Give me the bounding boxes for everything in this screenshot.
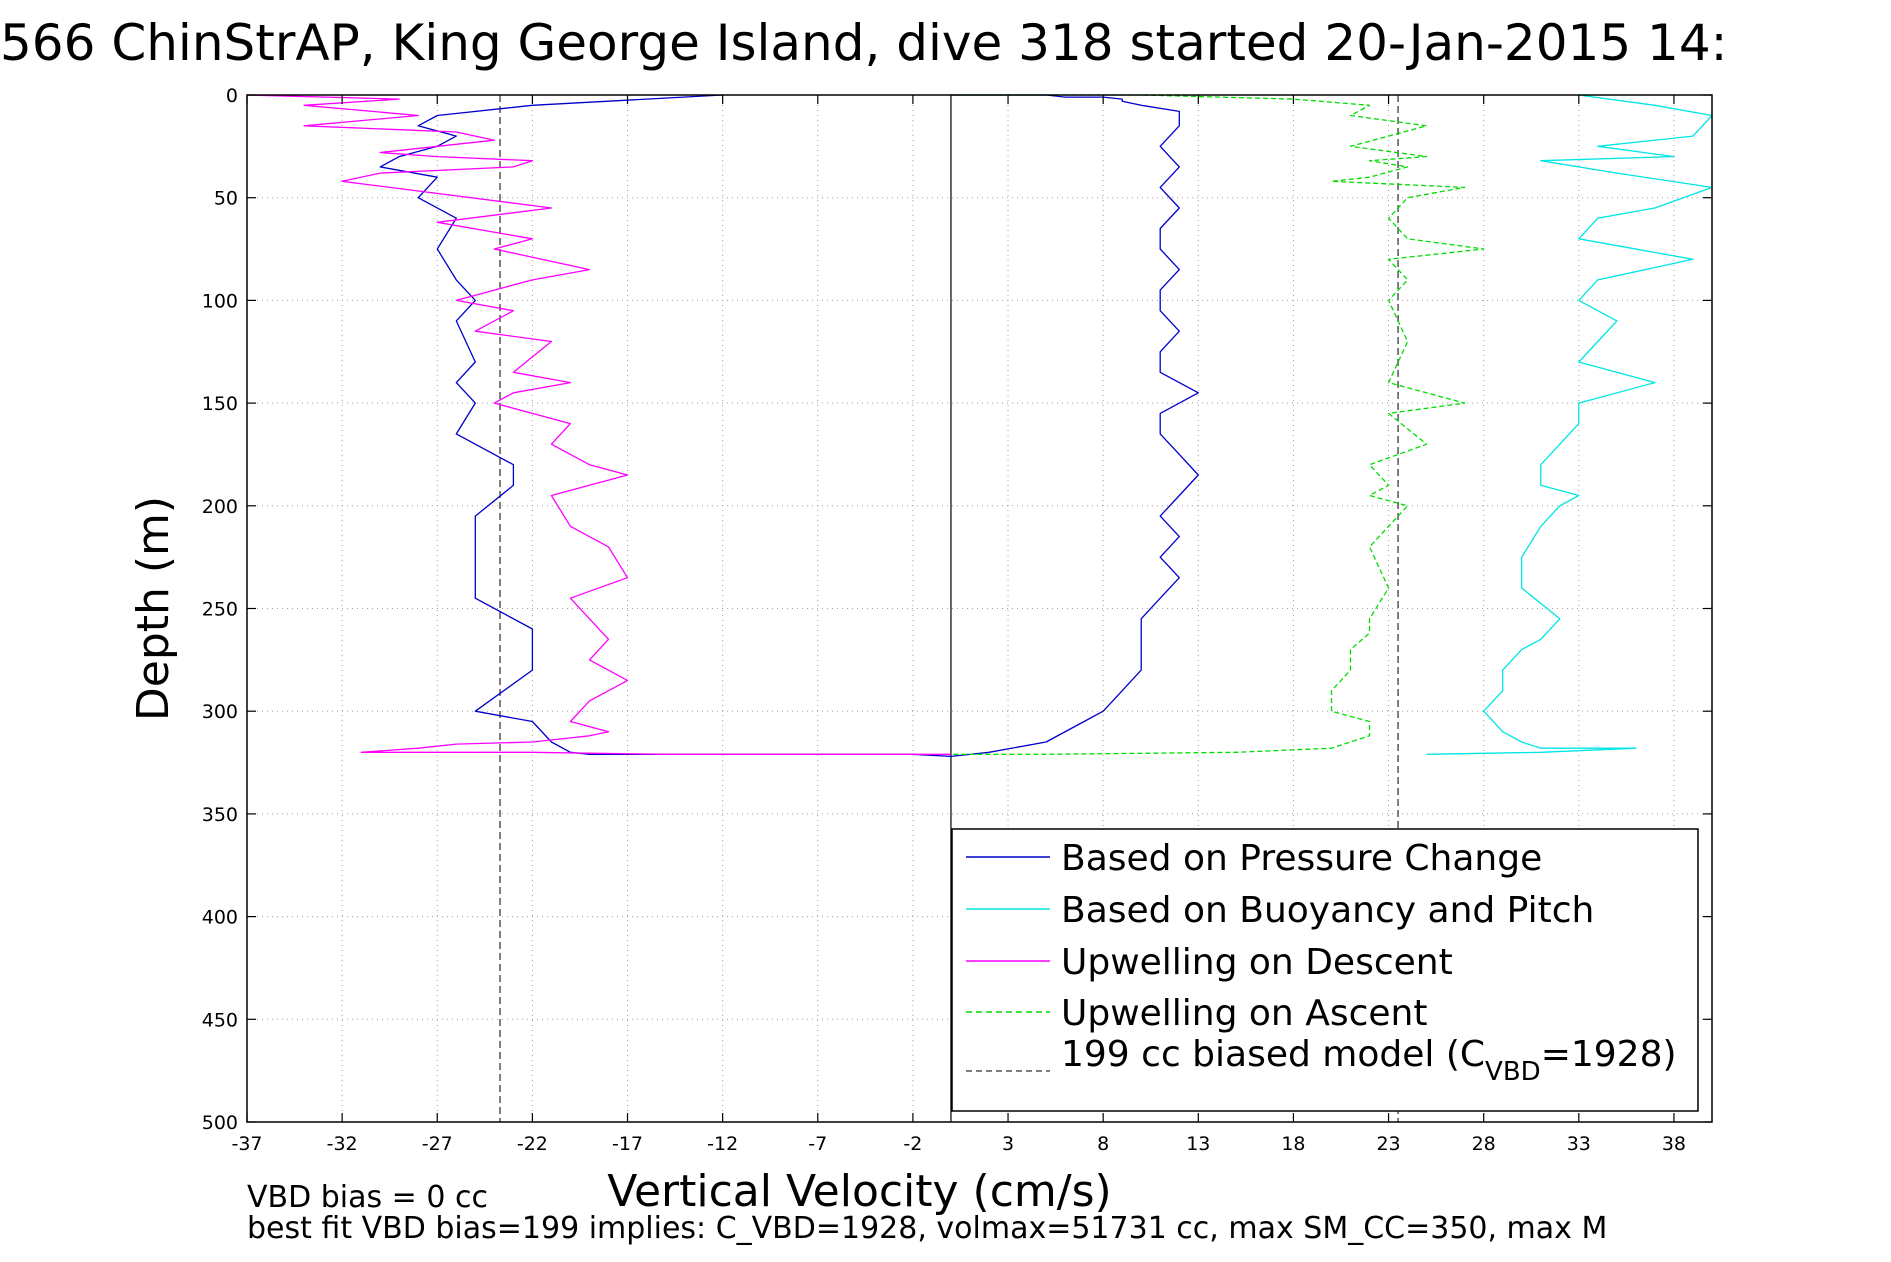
annotation-best-fit: best fit VBD bias=199 implies: C_VBD=192… — [247, 1211, 1607, 1246]
x-tick-label: -37 — [231, 1133, 262, 1155]
legend-label-ascent: Upwelling on Ascent — [1061, 993, 1427, 1034]
chart-title: 566 ChinStrAP, King George Island, dive … — [0, 14, 1728, 72]
annotation-vbd-bias: VBD bias = 0 cc — [247, 1180, 488, 1215]
y-tick-label: 150 — [202, 393, 238, 415]
axis-ticks: -37 -32 -27 -22 -17 -12 -7 -2 3 8 13 18 23 28 33 380501… — [202, 85, 1712, 1155]
legend-label-model-tail: =1928) — [1541, 1034, 1677, 1075]
legend-label-model-sub: VBD — [1485, 1057, 1541, 1087]
x-tick-label: -22 — [517, 1133, 548, 1155]
y-tick-label: 300 — [202, 701, 238, 723]
y-axis-label: Depth (m) — [128, 496, 179, 721]
series-upwelling-ascent — [951, 94, 1485, 755]
y-tick-label: 0 — [226, 85, 238, 107]
y-tick-label: 100 — [202, 290, 238, 312]
x-tick-label: 13 — [1186, 1133, 1210, 1155]
x-tick-label: 23 — [1376, 1133, 1400, 1155]
x-tick-label: 3 — [1002, 1133, 1014, 1155]
x-tick-label: -17 — [612, 1133, 643, 1155]
series-upwelling-descent — [246, 94, 951, 755]
legend-label-model-main: 199 cc biased model (C — [1061, 1034, 1485, 1075]
series-layer — [246, 94, 1713, 1122]
x-tick-label: -7 — [808, 1133, 827, 1155]
x-tick-label: -32 — [327, 1133, 358, 1155]
x-tick-label: 28 — [1472, 1133, 1496, 1155]
x-tick-label: -12 — [707, 1133, 738, 1155]
legend: Based on Pressure Change Based on Buoyan… — [951, 828, 1699, 1112]
y-tick-label: 200 — [202, 496, 238, 518]
x-tick-label: 18 — [1281, 1133, 1305, 1155]
y-tick-label: 350 — [202, 804, 238, 826]
x-tick-label: 38 — [1662, 1133, 1686, 1155]
legend-box — [951, 828, 1699, 1112]
series-pressure-change — [379, 94, 1199, 758]
series-buoyancy-pitch — [1426, 94, 1713, 755]
x-tick-label: 8 — [1097, 1133, 1109, 1155]
legend-label-buoyancy: Based on Buoyancy and Pitch — [1061, 890, 1594, 931]
legend-label-descent: Upwelling on Descent — [1061, 942, 1453, 983]
legend-label-pressure: Based on Pressure Change — [1061, 838, 1542, 879]
x-axis-label: Vertical Velocity (cm/s) — [607, 1166, 1111, 1217]
y-tick-label: 400 — [202, 907, 238, 929]
x-tick-label: 33 — [1567, 1133, 1591, 1155]
legend-label-model: 199 cc biased model (CVBD=1928) — [1061, 1034, 1677, 1087]
x-tick-label: -27 — [422, 1133, 453, 1155]
y-tick-label: 250 — [202, 599, 238, 621]
y-tick-label: 500 — [202, 1112, 238, 1134]
y-tick-label: 450 — [202, 1009, 238, 1031]
y-tick-label: 50 — [214, 188, 238, 210]
x-tick-label: -2 — [903, 1133, 922, 1155]
